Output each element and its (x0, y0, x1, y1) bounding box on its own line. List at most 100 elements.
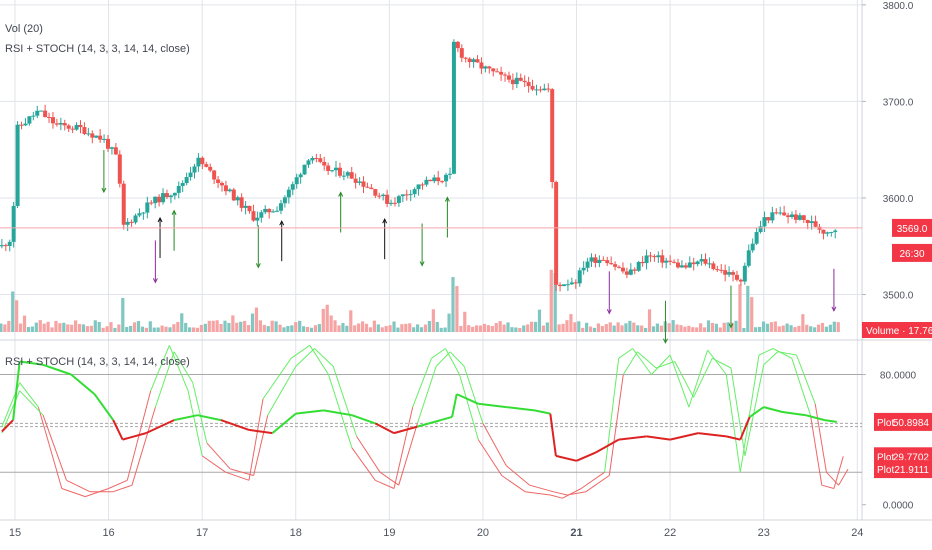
volume-bar (816, 324, 821, 332)
candle (47, 116, 52, 118)
candle (503, 74, 508, 76)
candle (782, 212, 787, 216)
plot-tag-label: Plot (877, 418, 894, 429)
rsi-line (698, 432, 727, 438)
stoch-k-line (375, 479, 395, 489)
time-axis[interactable]: 15 16 17 18 19 20 21 22 23 24 (9, 527, 864, 539)
volume-bar (447, 313, 451, 332)
time-tick-label: 17 (196, 527, 208, 539)
volume-bar (797, 325, 801, 332)
volume-bar (266, 326, 270, 332)
candle (251, 211, 256, 221)
candle (691, 262, 696, 265)
volume-bar (628, 320, 632, 332)
rsi-line (576, 451, 596, 462)
plot-value-tag (874, 460, 932, 479)
candle (404, 194, 409, 196)
rsi-line (440, 415, 453, 422)
candle (750, 243, 755, 251)
stoch-d-line (796, 354, 816, 404)
candle (738, 279, 743, 282)
candle (385, 194, 390, 204)
stoch-k-line (108, 479, 128, 489)
candle (66, 125, 71, 129)
candle (286, 189, 291, 198)
stoch-k-line (791, 358, 811, 416)
candle (302, 164, 307, 175)
volume-bar (219, 324, 223, 332)
candle (129, 221, 134, 223)
oscillator-tick-label: 0.0000 (883, 501, 914, 512)
arrow-up-icon (444, 196, 450, 202)
candle (192, 166, 197, 173)
indicator-legend-bottom[interactable]: RSI + STOCH (14, 3, 3, 14, 14, close) (5, 356, 190, 368)
volume-bar (765, 323, 770, 332)
rsi-line (70, 373, 96, 395)
candle (805, 220, 810, 224)
candle (369, 187, 374, 190)
candle (561, 284, 566, 287)
candle (294, 177, 299, 185)
candle (617, 266, 622, 268)
candle (715, 269, 720, 271)
volume-bar (250, 313, 255, 332)
volume-bar (313, 325, 318, 332)
volume-bar (337, 325, 341, 332)
candle (652, 256, 657, 258)
candle (534, 89, 539, 91)
candle (731, 272, 736, 275)
volume-bar (616, 322, 620, 332)
stoch-d-line (206, 442, 231, 470)
stoch-k-line (669, 354, 690, 408)
candle (723, 270, 728, 275)
volume-bar (360, 321, 365, 332)
volume-bar (651, 326, 656, 332)
volume-bar (502, 324, 506, 332)
volume-bar (239, 321, 243, 332)
candle (90, 133, 95, 138)
candle (164, 193, 169, 198)
volume-bar (30, 326, 34, 332)
price-axis[interactable]: 3800.0 3700.0 3600.0 3500.0 3569.0 26:30 Volum… (862, 1, 932, 338)
candle (306, 160, 311, 165)
volume-legend[interactable]: Vol (20) (5, 23, 43, 35)
candle (153, 196, 158, 204)
indicator-legend-top[interactable]: RSI + STOCH (14, 3, 3, 14, 14, close) (5, 43, 190, 55)
volume-bar (758, 326, 762, 332)
candle (664, 260, 669, 263)
candle (506, 75, 511, 80)
candle (573, 282, 578, 284)
volume-bar (388, 325, 392, 332)
candle (223, 185, 228, 192)
volume-bar (632, 322, 636, 332)
candle (530, 86, 535, 90)
volume-bar (427, 321, 432, 332)
volume-bar (604, 324, 608, 332)
candle (719, 269, 724, 271)
candle (334, 167, 339, 171)
volume-bar (243, 320, 247, 332)
volume-bar (809, 326, 813, 332)
candle (396, 196, 401, 203)
candle (109, 147, 114, 149)
volume-bar (384, 326, 388, 332)
volume-bar (526, 324, 530, 332)
candle (746, 250, 751, 266)
price-tick-label: 3600.0 (883, 194, 914, 205)
volume-bar (176, 321, 180, 332)
volume-bar (262, 324, 266, 332)
candle (660, 255, 665, 263)
volume-bars (0, 269, 840, 332)
volume-bar (793, 327, 797, 332)
stoch-k-line (772, 348, 793, 359)
volume-bar (486, 325, 490, 332)
volume-bar (671, 320, 675, 332)
volume-bar (376, 324, 380, 332)
stoch-d-line (314, 348, 334, 367)
rsi-line (112, 419, 124, 441)
candle (50, 117, 55, 124)
volume-bar (317, 324, 321, 332)
stoch-d-line (449, 351, 465, 367)
